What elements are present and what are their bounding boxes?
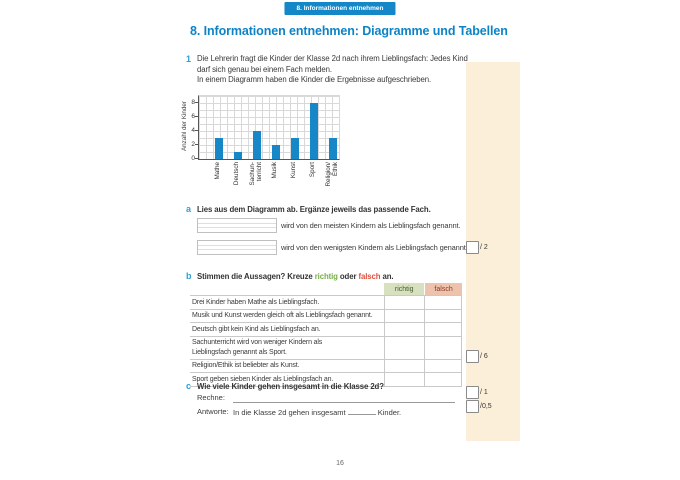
statement-row: Musik und Kunst werden gleich oft als Li…: [190, 309, 462, 323]
score-box-a[interactable]: [466, 241, 479, 254]
richtig-checkbox-cell[interactable]: [383, 323, 425, 336]
page-number: 16: [336, 460, 344, 467]
y-tick-mark: [195, 102, 198, 103]
task-a-letter: a: [186, 204, 192, 214]
x-tick-label: Kunst: [290, 162, 297, 179]
score-box-b[interactable]: [466, 350, 479, 363]
statement-row: Sport geben sieben Kinder als Lieblingsf…: [190, 373, 462, 387]
bar-deutsch: [233, 152, 242, 159]
y-tick-mark: [195, 144, 198, 145]
task1-number: 1: [186, 54, 192, 64]
statements-table: richtig falsch Drei Kinder haben Mathe a…: [190, 283, 462, 387]
page-title: 8. Informationen entnehmen: Diagramme un…: [190, 24, 508, 38]
score-task-b: / 6: [466, 350, 488, 363]
statement-row: Religion/Ethik ist beliebter als Kunst.: [190, 359, 462, 373]
statement-text: Deutsch gibt kein Kind als Lieblingsfach…: [192, 325, 321, 333]
task-c-prompt: Wie viele Kinder gehen insgesamt in die …: [197, 382, 384, 391]
falsch-checkbox-cell[interactable]: [424, 296, 462, 309]
column-header-falsch: falsch: [424, 283, 462, 295]
bar-sachun: [252, 131, 261, 159]
x-tick-label: Mathe: [214, 162, 221, 180]
task-b-letter: b: [186, 271, 192, 281]
x-tick-label: Deutsch: [233, 162, 240, 186]
task1-line: In einem Diagramm haben die Kinder die E…: [197, 75, 432, 84]
y-tick-mark: [195, 130, 198, 131]
bar-chart: Anzahl der Kinder 0 2 4 6 8 Mathe Deutsch Sachu…: [180, 92, 355, 204]
score-box-c2[interactable]: [466, 400, 479, 413]
x-tick-label: Sachun-terricht: [248, 162, 263, 186]
statement-text: Religion/Ethik ist beliebter als Kunst.: [192, 362, 300, 369]
x-tick-label: Sport: [309, 162, 316, 178]
bar-religion: [328, 138, 337, 159]
score-task-c-antwort: /0,5: [466, 400, 492, 413]
table-header-spacer: [190, 283, 384, 295]
richtig-word: richtig: [314, 272, 338, 281]
task1-line: darf sich genau bei einem Fach melden.: [197, 64, 332, 74]
chart-plot-area: [198, 95, 340, 160]
answer-box-least[interactable]: [197, 240, 277, 255]
antworte-label: Antworte:: [197, 407, 229, 416]
task1-text: Die Lehrerin fragt die Kinder der Klasse…: [197, 54, 468, 86]
richtig-checkbox-cell[interactable]: [383, 359, 425, 372]
task-c-letter: c: [186, 381, 192, 391]
bar-sport: [309, 103, 318, 159]
bar-mathe: [214, 138, 223, 159]
y-tick-mark: [195, 158, 198, 159]
rechne-answer-line[interactable]: [233, 393, 455, 403]
statement-text: Sport geben sieben Kinder als Lieblingsf…: [192, 375, 334, 383]
richtig-checkbox-cell[interactable]: [383, 336, 425, 359]
y-tick-label: 8: [191, 98, 195, 106]
x-tick-label: Musik: [271, 162, 278, 179]
score-task-a: / 2: [466, 241, 488, 254]
statement-text: Drei Kinder haben Mathe als Lieblingsfac…: [192, 298, 320, 306]
y-tick-label: 6: [191, 112, 195, 120]
rechne-label: Rechne:: [197, 393, 225, 402]
falsch-checkbox-cell[interactable]: [424, 336, 462, 359]
task1-line: Die Lehrerin fragt die Kinder der Klasse…: [197, 54, 468, 63]
answer-blank[interactable]: [347, 407, 376, 415]
table-header-row: richtig falsch: [190, 283, 462, 295]
y-tick-label: 2: [191, 140, 195, 148]
x-tick-label: Religion/Ethik: [324, 162, 339, 187]
falsch-checkbox-cell[interactable]: [424, 323, 462, 336]
chapter-tab: 8. Informationen entnehmen: [284, 2, 396, 15]
y-tick-mark: [195, 116, 198, 117]
statement-row: Sachunterricht wird von weniger Kindern …: [190, 336, 462, 360]
score-task-c-rechne: / 1: [466, 386, 488, 399]
score-label-c1: / 1: [480, 389, 488, 396]
richtig-checkbox-cell[interactable]: [383, 373, 425, 386]
score-label-a: / 2: [480, 244, 488, 251]
statement-text: Musik und Kunst werden gleich oft als Li…: [192, 312, 373, 319]
falsch-checkbox-cell[interactable]: [424, 359, 462, 372]
richtig-checkbox-cell[interactable]: [383, 296, 425, 309]
y-tick-label: 4: [191, 126, 195, 134]
answer-text-most: wird von den meisten Kindern als Lieblin…: [281, 221, 461, 230]
answer-text-least: wird von den wenigsten Kindern als Liebl…: [281, 243, 468, 252]
bar-musik: [271, 145, 280, 159]
statement-text: Sachunterricht wird von weniger Kindern …: [192, 339, 323, 356]
richtig-checkbox-cell[interactable]: [383, 309, 425, 322]
answer-sentence: In die Klasse 2d gehen insgesamt Kinder.: [233, 407, 402, 417]
answer-box-most[interactable]: [197, 218, 277, 233]
y-tick-label: 0: [191, 154, 195, 162]
statement-row: Deutsch gibt kein Kind als Lieblingsfach…: [190, 323, 462, 337]
score-label-b: / 6: [480, 353, 488, 360]
table-body: Drei Kinder haben Mathe als Lieblingsfac…: [190, 295, 462, 387]
bar-kunst: [290, 138, 299, 159]
score-label-c2: /0,5: [480, 403, 492, 410]
falsch-checkbox-cell[interactable]: [424, 309, 462, 322]
column-header-richtig: richtig: [384, 283, 425, 295]
score-box-c1[interactable]: [466, 386, 479, 399]
falsch-checkbox-cell[interactable]: [424, 373, 462, 386]
statement-row: Drei Kinder haben Mathe als Lieblingsfac…: [190, 296, 462, 310]
task-b-prompt: Stimmen die Aussagen? Kreuze richtig ode…: [197, 272, 394, 281]
task-a-prompt: Lies aus dem Diagramm ab. Ergänze jeweil…: [197, 205, 431, 214]
falsch-word: falsch: [358, 272, 381, 281]
